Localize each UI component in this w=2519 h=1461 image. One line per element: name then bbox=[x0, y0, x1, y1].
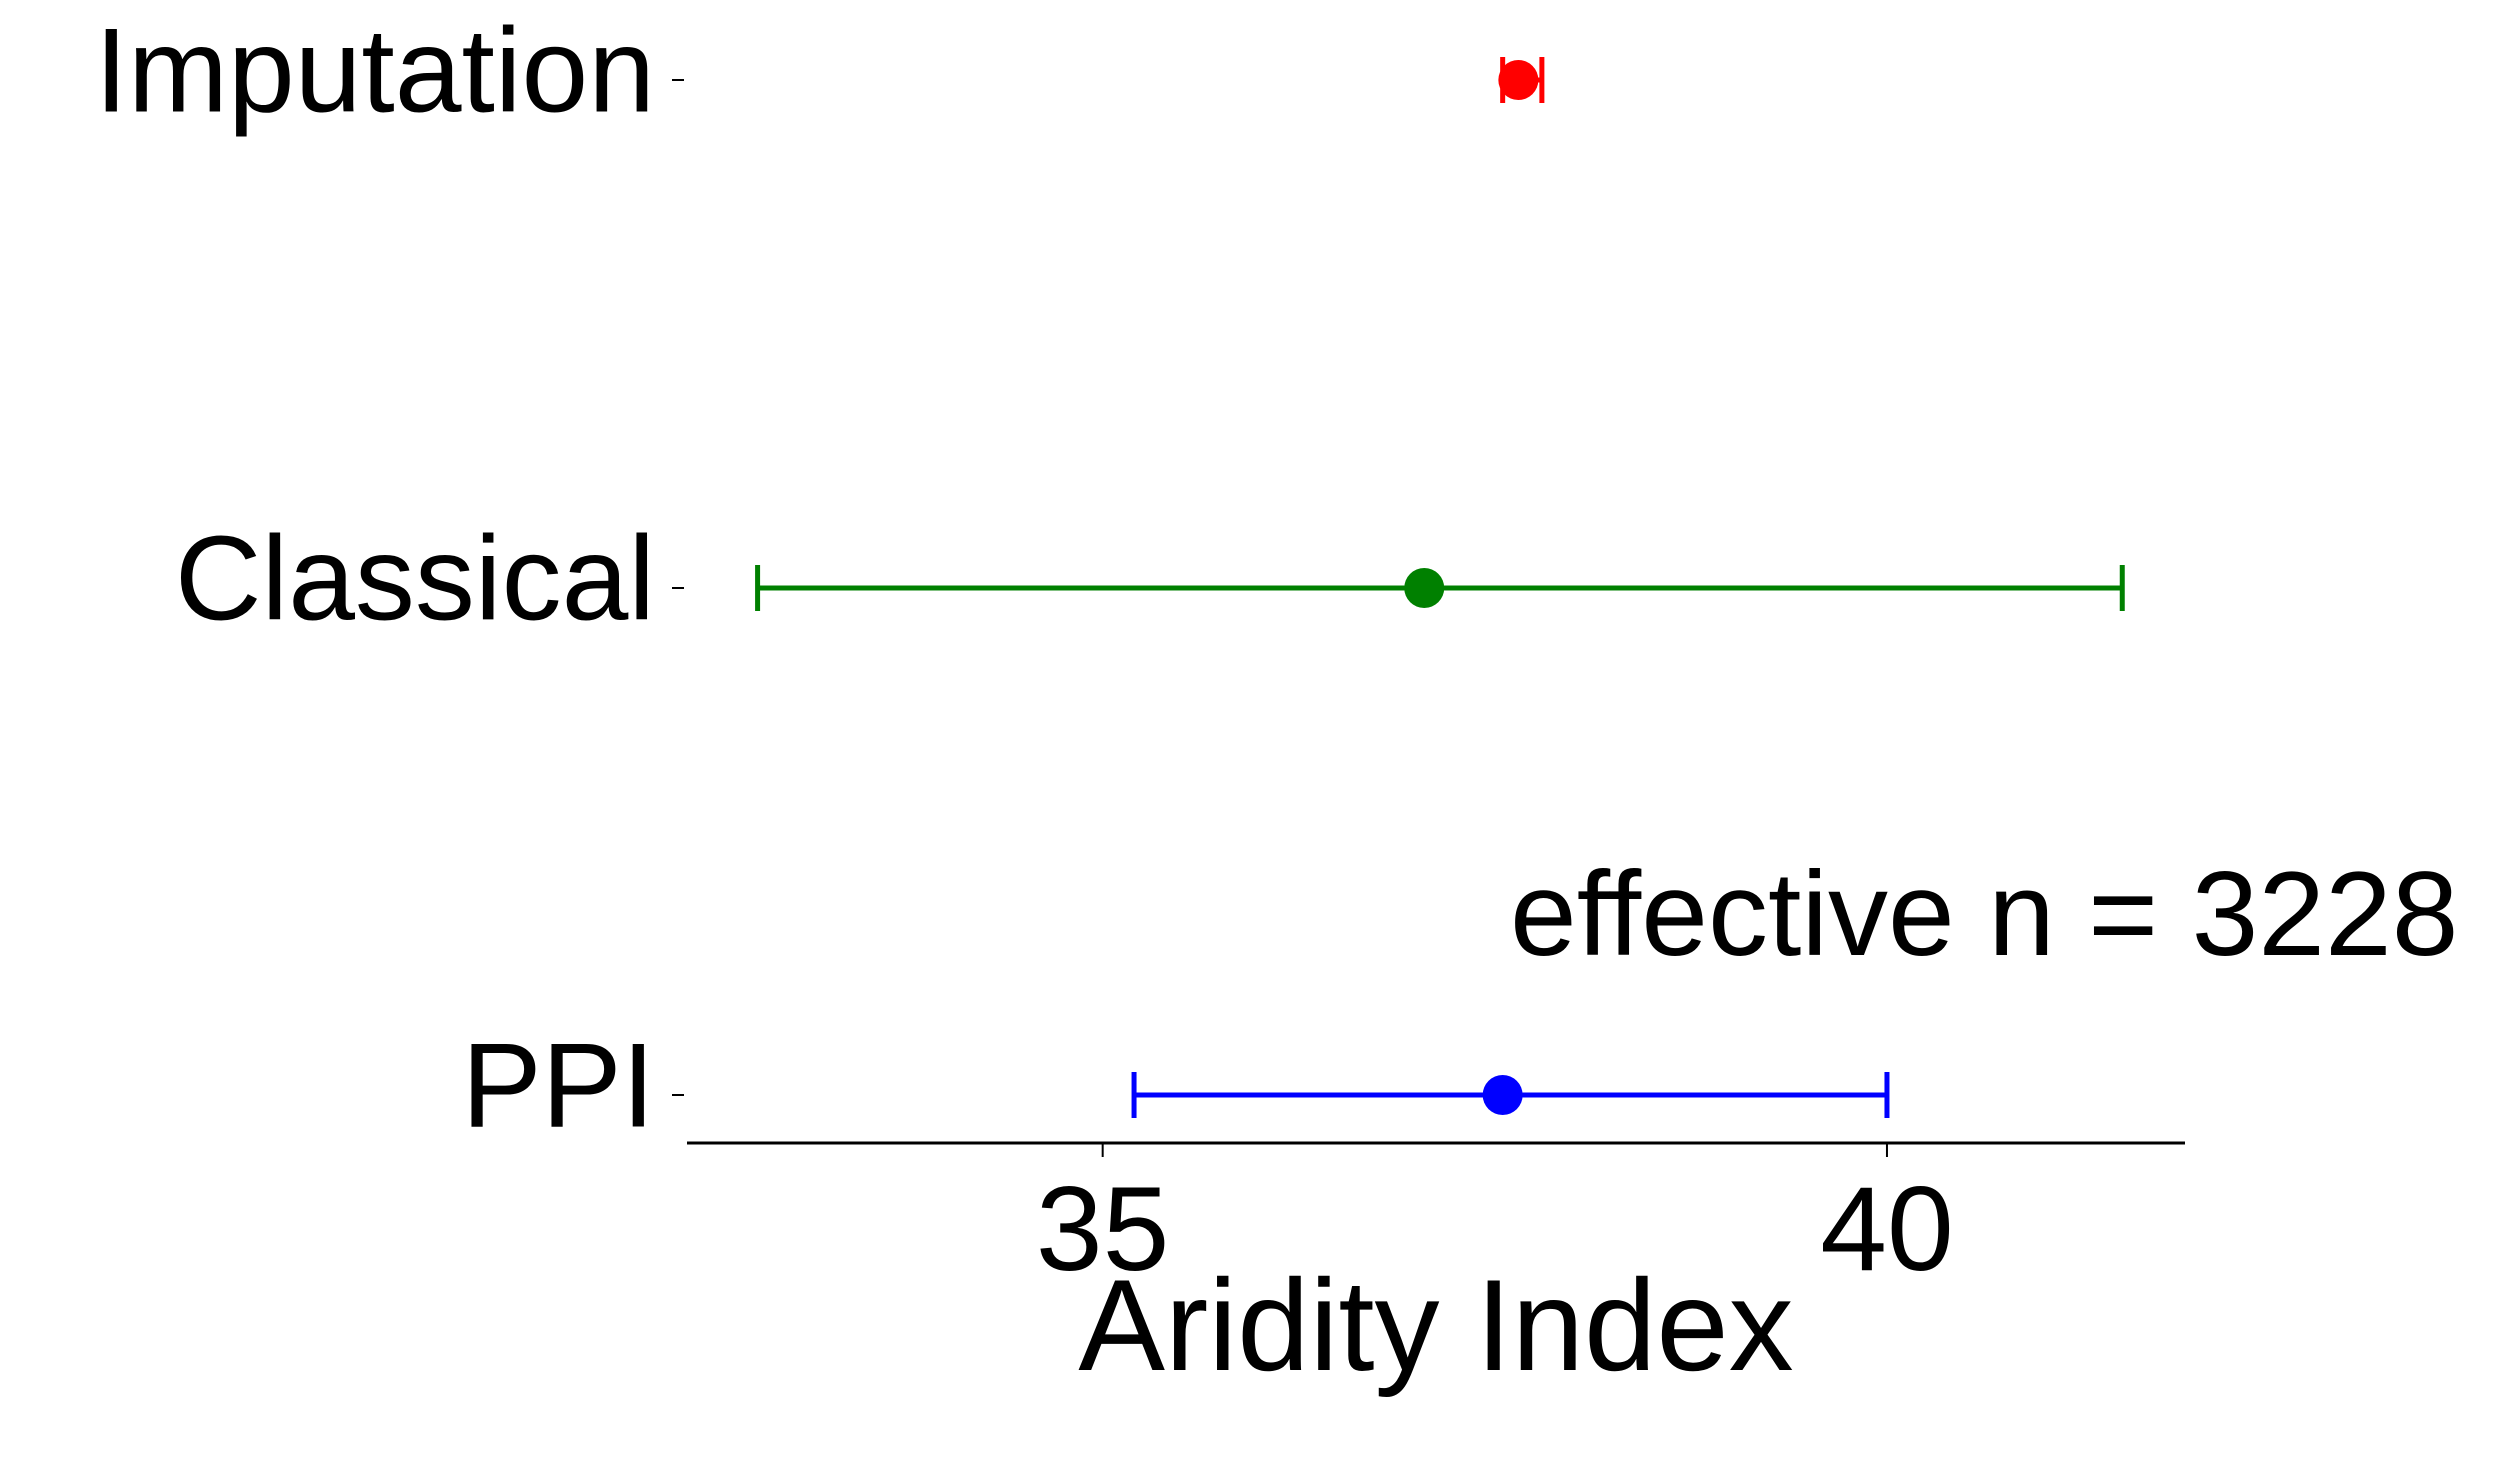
x-tick-label-35: 35 bbox=[1036, 1162, 1169, 1296]
category-labels: Imputation Classical PPI bbox=[95, 4, 655, 1153]
point-estimate-ppi bbox=[1482, 1075, 1523, 1115]
category-label-classical: Classical bbox=[175, 512, 655, 646]
x-tick-label-40: 40 bbox=[1820, 1162, 1953, 1296]
interval-series bbox=[755, 57, 2125, 1118]
x-ticks: 35 40 bbox=[1036, 1143, 1954, 1296]
point-estimate-imputation bbox=[1498, 60, 1539, 100]
effective-n-annotation: effective n = 3228 bbox=[1510, 847, 2459, 981]
y-tick-marks bbox=[672, 79, 684, 1096]
point-estimate-classical bbox=[1404, 568, 1445, 608]
category-label-imputation: Imputation bbox=[95, 4, 655, 138]
category-label-ppi: PPI bbox=[462, 1019, 655, 1153]
x-axis-title: Aridity Index bbox=[1078, 1252, 1793, 1398]
